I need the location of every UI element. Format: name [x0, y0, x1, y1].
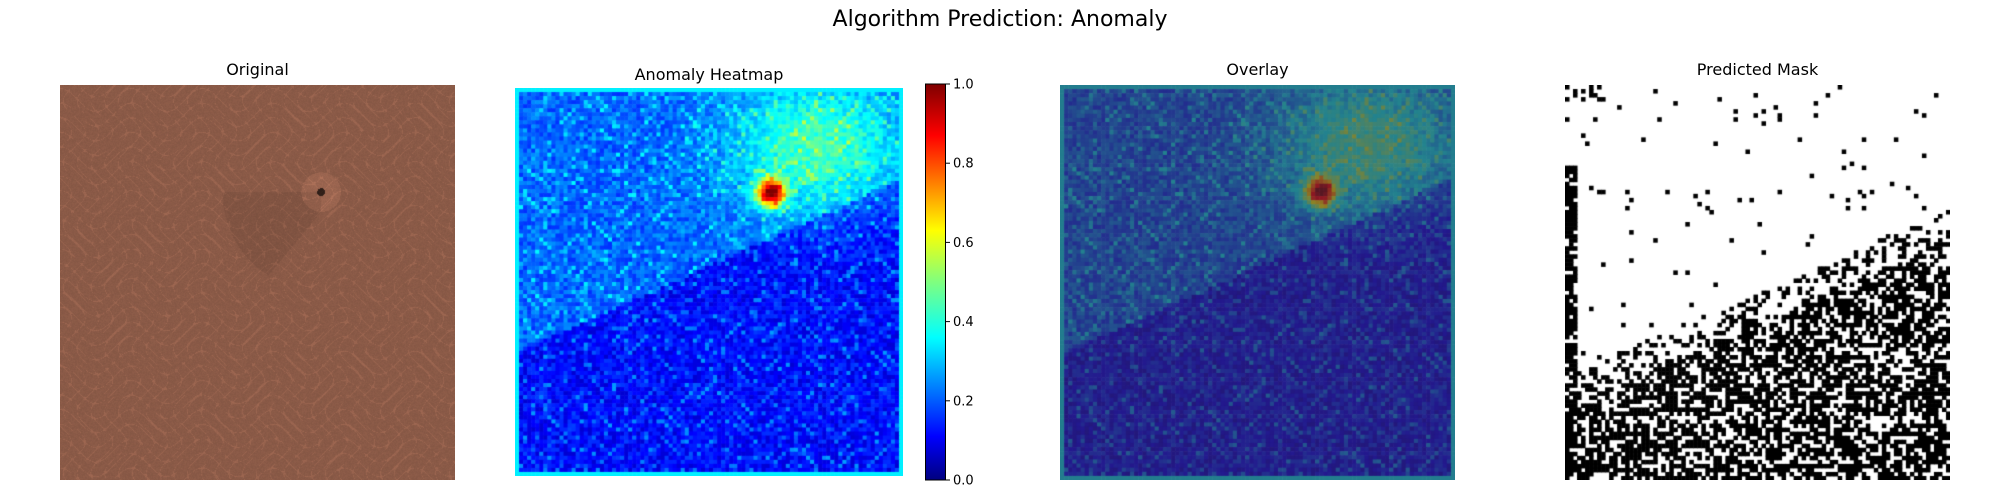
original-image: [60, 85, 455, 480]
anomaly-heatmap-image: [515, 88, 903, 476]
heatmap-colorbar: 0.0 0.2 0.4 0.6 0.8 1.0: [925, 78, 974, 489]
colorbar-tick-label: 1.0: [953, 78, 974, 93]
original-panel-title: Original: [226, 60, 289, 79]
heatmap-panel-title: Anomaly Heatmap: [634, 65, 784, 84]
overlay-panel-title: Overlay: [1226, 60, 1289, 79]
colorbar-tick-label: 0.2: [953, 394, 974, 409]
colorbar-tick-label: 0.4: [953, 315, 974, 330]
figure-title: Algorithm Prediction: Anomaly: [832, 7, 1168, 32]
colorbar-gradient: [925, 83, 946, 481]
mask-panel-title: Predicted Mask: [1696, 60, 1819, 79]
colorbar-tick-label: 0.0: [953, 474, 974, 489]
colorbar-tick-label: 0.6: [953, 236, 974, 251]
colorbar-tick-label: 0.8: [953, 157, 974, 172]
predicted-mask-image: [1565, 85, 1950, 480]
overlay-image: [1060, 85, 1455, 480]
